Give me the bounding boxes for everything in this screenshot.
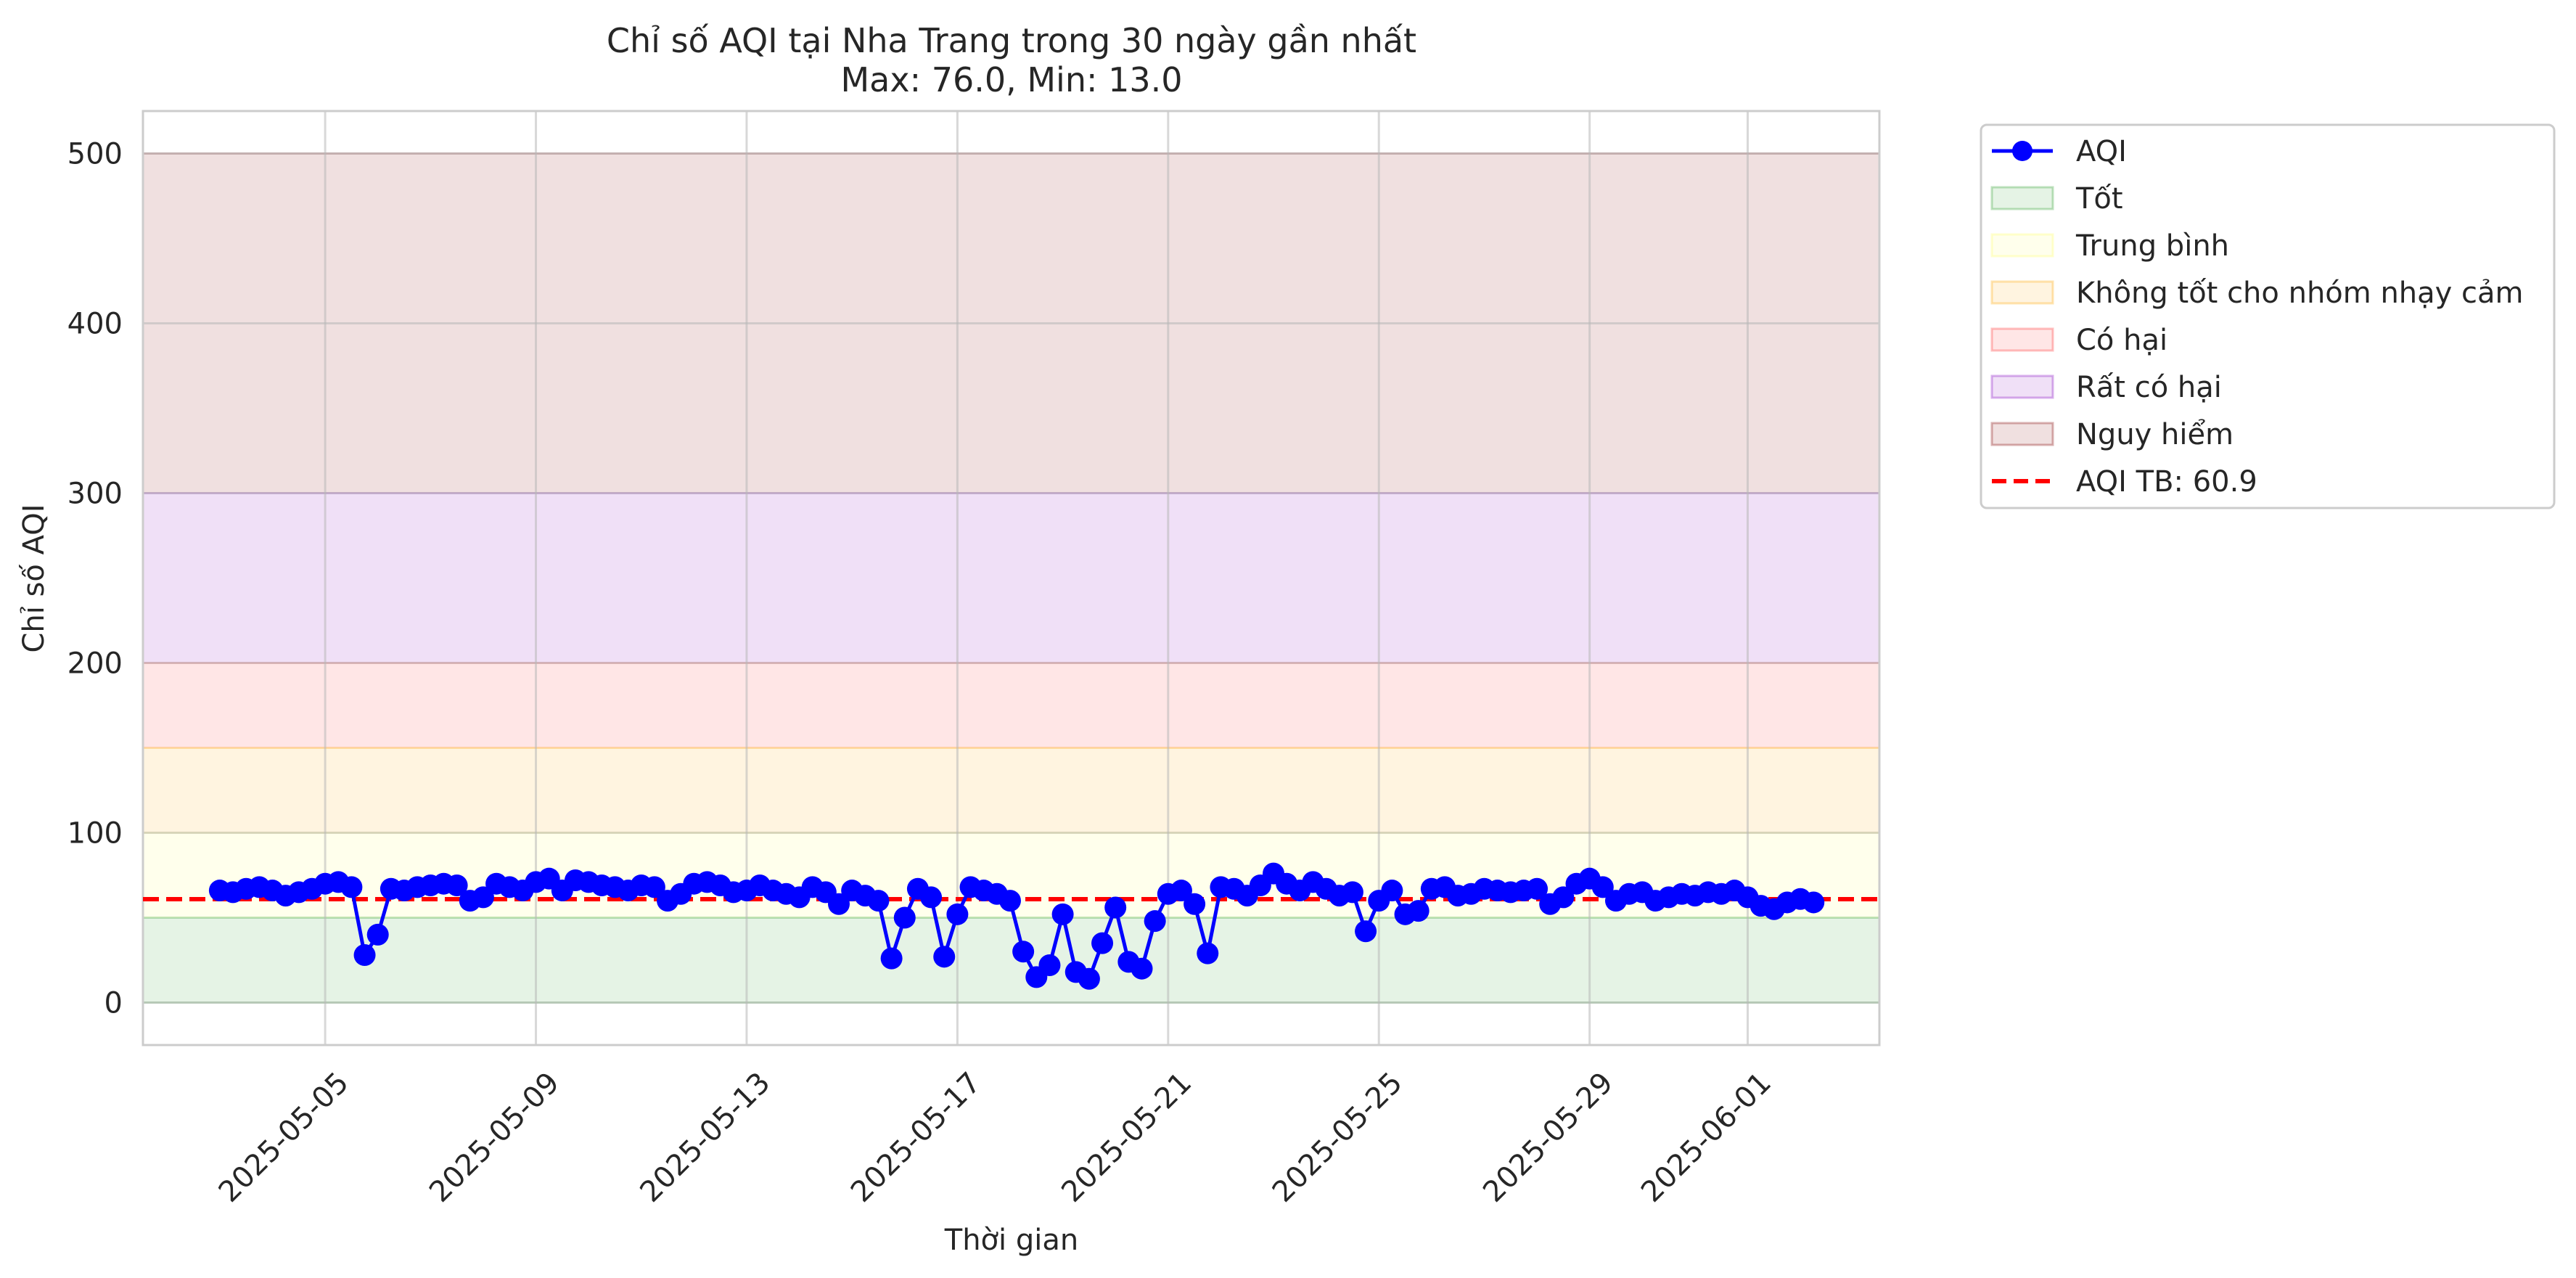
legend-patch-5 bbox=[1990, 374, 2054, 399]
aqi-point-63 bbox=[1038, 954, 1061, 977]
legend-label-5: Rất có hại bbox=[2076, 371, 2222, 404]
aqi-point-60 bbox=[998, 890, 1021, 912]
y-tick-label-2: 200 bbox=[67, 647, 123, 681]
aqi-point-73 bbox=[1170, 880, 1192, 902]
x-tick-label-6: 2025-05-29 bbox=[1477, 1066, 1620, 1209]
band-4 bbox=[143, 493, 1879, 663]
aqi-point-91 bbox=[1407, 900, 1429, 922]
x-tick-labels: 2025-05-05 2025-05-09 2025-05-13 2025-05-17… bbox=[213, 1066, 1778, 1209]
aqi-point-71 bbox=[1144, 910, 1166, 933]
aqi-point-89 bbox=[1381, 880, 1403, 902]
legend-patch-4 bbox=[1990, 327, 2054, 352]
aqi-point-12 bbox=[366, 923, 389, 946]
aqi-point-18 bbox=[446, 874, 468, 897]
aqi-point-54 bbox=[920, 886, 943, 909]
band-2 bbox=[143, 747, 1879, 833]
aqi-point-55 bbox=[933, 946, 956, 968]
legend-label-4: Có hại bbox=[2076, 324, 2167, 357]
x-tick-label-5: 2025-05-25 bbox=[1266, 1066, 1409, 1209]
aqi-point-52 bbox=[893, 906, 916, 929]
aqi-point-105 bbox=[1591, 876, 1614, 898]
legend-label-7: AQI TB: 60.9 bbox=[2076, 465, 2257, 499]
y-tick-label-3: 300 bbox=[67, 478, 123, 511]
aqi-bands bbox=[143, 152, 1879, 1004]
y-tick-label-4: 400 bbox=[67, 308, 123, 341]
aqi-point-64 bbox=[1051, 903, 1074, 925]
legend-entries: AQI Tốt Trung bình Không tốt cho nhóm nhạy … bbox=[1990, 135, 2524, 499]
aqi-series bbox=[208, 862, 1825, 990]
legend-patch-3 bbox=[1990, 280, 2054, 305]
aqi-point-47 bbox=[828, 893, 850, 915]
y-tick-label-5: 500 bbox=[67, 138, 123, 171]
legend-box bbox=[1980, 123, 2556, 509]
aqi-point-67 bbox=[1091, 932, 1114, 954]
legend-patch-1 bbox=[1990, 186, 2054, 210]
legend-label-1: Tốt bbox=[2075, 182, 2123, 216]
aqi-point-66 bbox=[1078, 967, 1100, 990]
x-tick-label-2: 2025-05-13 bbox=[633, 1066, 776, 1209]
legend-patch-6 bbox=[1990, 422, 2054, 446]
y-tick-labels: 0 100 200 300 400 500 bbox=[67, 138, 123, 1020]
chart-title: Chỉ số AQI tại Nha Trang trong 30 ngày g… bbox=[607, 21, 1416, 60]
aqi-point-10 bbox=[340, 876, 363, 898]
y-axis-label: Chỉ số AQI bbox=[17, 504, 51, 652]
y-tick-label-0: 0 bbox=[104, 987, 123, 1020]
legend-label-2: Trung bình bbox=[2075, 229, 2229, 263]
legend-label-6: Nguy hiểm bbox=[2076, 418, 2234, 451]
x-tick-label-7: 2025-06-01 bbox=[1635, 1066, 1778, 1209]
aqi-point-70 bbox=[1131, 957, 1153, 980]
aqi-point-87 bbox=[1355, 920, 1377, 943]
aqi-point-75 bbox=[1197, 942, 1219, 964]
y-tick-label-1: 100 bbox=[67, 817, 123, 851]
legend-marker-aqi bbox=[2012, 141, 2033, 161]
aqi-point-51 bbox=[880, 947, 903, 970]
x-axis-label: Thời gian bbox=[944, 1224, 1078, 1257]
legend-label-3: Không tốt cho nhóm nhạy cảm bbox=[2076, 277, 2524, 310]
aqi-point-102 bbox=[1552, 886, 1575, 909]
band-3 bbox=[143, 663, 1879, 748]
x-tick-label-0: 2025-05-05 bbox=[213, 1066, 356, 1209]
aqi-point-50 bbox=[867, 890, 890, 912]
aqi-point-68 bbox=[1104, 896, 1127, 919]
band-0 bbox=[143, 917, 1879, 1003]
aqi-point-86 bbox=[1341, 881, 1363, 904]
aqi-point-121 bbox=[1802, 891, 1825, 914]
legend: AQI Tốt Trung bình Không tốt cho nhóm nhạy … bbox=[1980, 123, 2556, 509]
chart-subtitle: Max: 76.0, Min: 13.0 bbox=[840, 60, 1182, 99]
aqi-point-74 bbox=[1184, 893, 1206, 915]
aqi-point-11 bbox=[353, 943, 376, 966]
aqi-point-61 bbox=[1012, 941, 1035, 963]
x-tick-label-3: 2025-05-17 bbox=[845, 1066, 988, 1209]
x-tick-label-4: 2025-05-21 bbox=[1055, 1066, 1198, 1209]
aqi-point-33 bbox=[643, 876, 665, 898]
aqi-point-100 bbox=[1526, 877, 1549, 900]
legend-label-0: AQI bbox=[2076, 135, 2127, 168]
plot-frame bbox=[141, 110, 1881, 1046]
aqi-point-56 bbox=[946, 903, 969, 925]
legend-patch-2 bbox=[1990, 233, 2054, 258]
x-tick-label-1: 2025-05-09 bbox=[423, 1066, 566, 1209]
aqi-point-20 bbox=[472, 886, 494, 909]
